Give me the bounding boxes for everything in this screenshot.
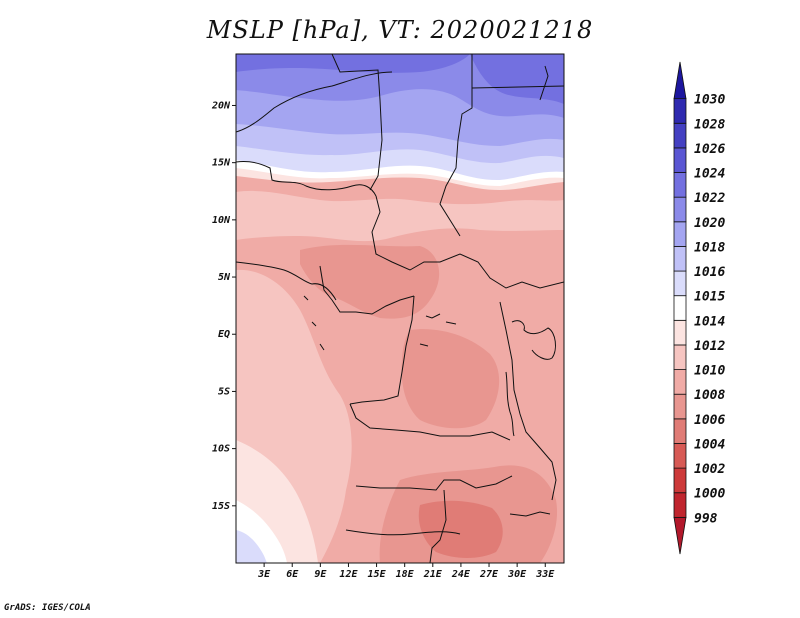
- field-1012-band: [236, 190, 564, 242]
- colorbar-label: 1004: [694, 437, 725, 452]
- x-tick-label: 24E: [451, 569, 471, 580]
- field-1006-south: [418, 500, 503, 558]
- border-congo-drc: [349, 295, 415, 405]
- border-car-south: [371, 195, 564, 289]
- colorbar-swatch: [673, 467, 687, 494]
- colorbar-swatch: [673, 221, 687, 247]
- colorbar-swatch: [673, 393, 687, 420]
- border-angola-zambia: [355, 475, 513, 491]
- colorbar-label: 1006: [694, 413, 725, 428]
- field-1016-southwest: [236, 530, 267, 563]
- field-1008-congo: [401, 329, 500, 429]
- colorbar-label: 1024: [694, 167, 725, 182]
- x-tick-label: 27E: [479, 569, 499, 580]
- colorbar-label: 1020: [694, 216, 725, 231]
- lake-tanganyika: [505, 371, 515, 437]
- field-1024-ne: [470, 54, 564, 104]
- y-tick-label: 5S: [218, 386, 230, 397]
- colorbar-swatch: [673, 492, 687, 518]
- colorbar-label: 1022: [694, 191, 725, 206]
- x-tick-label: 3E: [257, 569, 271, 580]
- colorbar-swatch: [673, 147, 687, 173]
- y-tick-label: 10N: [212, 215, 231, 226]
- colorbar-label: 1018: [694, 240, 725, 255]
- border-namibia-north: [345, 529, 461, 536]
- border-libya-egypt: [471, 85, 564, 89]
- field-1008-cameroon: [300, 244, 440, 319]
- y-tick-label: 10S: [212, 444, 230, 455]
- field-1024-nw: [236, 54, 470, 73]
- colorbar-label: 1014: [694, 314, 725, 329]
- lake-victoria: [511, 320, 556, 360]
- colorbar-swatch: [673, 443, 687, 469]
- x-tick-label: 9E: [314, 569, 327, 580]
- border-algeria-mali: [236, 71, 393, 133]
- map-title: MSLP [hPa], VT: 2020021218: [206, 16, 594, 44]
- gabon-coast-marks: [303, 295, 325, 351]
- colorbar-swatch: [673, 270, 687, 297]
- colorbar-label: 1030: [694, 93, 725, 108]
- colorbar-swatch: [673, 172, 687, 198]
- x-tick-label: 21E: [423, 569, 443, 580]
- x-axis-ticks: 3E 6E 9E 12E 15E 18E 21E 24E 27E 30E 33E: [257, 563, 555, 580]
- border-drc-angola: [349, 403, 511, 441]
- colorbar-label: 1010: [694, 364, 725, 379]
- map-frame: [235, 53, 565, 564]
- colorbar-swatch: [673, 369, 687, 395]
- border-mali-burkina: [236, 161, 377, 197]
- lake-kariba: [509, 511, 551, 517]
- border-chad-sudan: [439, 54, 473, 237]
- colorbar-swatch: [673, 418, 687, 444]
- border-east-lakes: [499, 301, 557, 501]
- colorbar-swatch: [673, 319, 687, 346]
- y-tick-label: EQ: [218, 329, 230, 340]
- y-axis-ticks: 20N 15N 10N 5N EQ 5S 10S 15S: [211, 100, 236, 512]
- y-tick-label: 15N: [212, 158, 231, 169]
- border-cameroon-south: [319, 265, 415, 315]
- x-tick-label: 33E: [535, 569, 555, 580]
- colorbar-label: 1015: [694, 290, 725, 305]
- colorbar-label: 1016: [694, 265, 725, 280]
- colorbar-swatch: [673, 344, 687, 370]
- x-tick-label: 18E: [396, 569, 415, 580]
- credit-label: GrADS: IGES/COLA: [4, 603, 91, 613]
- colorbar-label: 1012: [694, 339, 725, 354]
- colorbar-swatch: [673, 246, 687, 272]
- y-tick-label: 20N: [211, 100, 231, 111]
- border-namibia-botswana: [429, 489, 447, 563]
- colorbar-swatch: [673, 122, 687, 149]
- colorbar-low-arrow: [673, 516, 687, 555]
- x-tick-label: 30E: [507, 569, 527, 580]
- colorbar-label: 1028: [694, 117, 725, 132]
- y-tick-label: 5N: [218, 272, 231, 283]
- border-niger-chad: [331, 54, 383, 191]
- colorbar: 998 1000 1002 1004 1006 1008 1010 1012 1014 1015 1…: [673, 61, 725, 555]
- y-tick-label: 15S: [212, 501, 230, 512]
- country-borders: [236, 54, 564, 563]
- x-tick-label: 6E: [286, 569, 299, 580]
- border-nigeria-coast: [236, 261, 337, 301]
- colorbar-label: 1026: [694, 142, 725, 157]
- colorbar-swatch: [673, 196, 687, 223]
- colorbar-label: 1002: [694, 462, 725, 477]
- colorbar-label: 998: [694, 511, 718, 526]
- colorbar-label: 1000: [694, 487, 725, 502]
- congo-river-marks: [419, 313, 457, 347]
- colorbar-swatch: [673, 295, 687, 321]
- x-tick-label: 15E: [368, 569, 387, 580]
- colorbar-label: 1008: [694, 388, 725, 403]
- colorbar-high-arrow: [673, 61, 687, 100]
- pressure-field: [236, 54, 564, 563]
- red-sea-coast: [539, 65, 549, 101]
- colorbar-swatch: [673, 98, 687, 124]
- x-tick-label: 12E: [339, 569, 358, 580]
